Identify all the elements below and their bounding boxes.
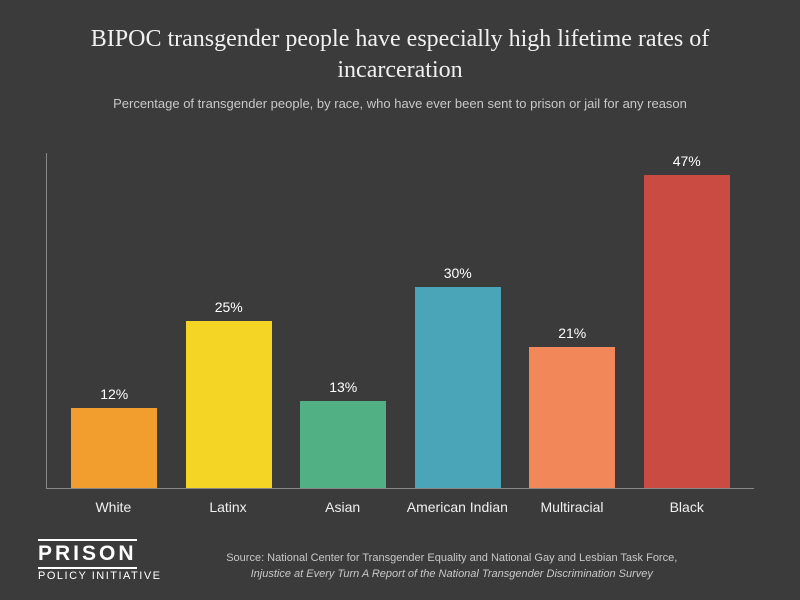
bar-value-label: 13% xyxy=(329,379,357,395)
bars-group: 12% 25% 13% 30% 21% 47% xyxy=(47,153,754,488)
bar-value-label: 47% xyxy=(673,153,701,169)
plot-region: 12% 25% 13% 30% 21% 47% xyxy=(46,153,754,489)
bar-rect xyxy=(529,347,615,488)
footer: PRISON POLICY INITIATIVE Source: Nationa… xyxy=(38,539,762,582)
bar-rect xyxy=(300,401,386,488)
bar-rect xyxy=(186,321,272,488)
bar-3: 30% xyxy=(401,153,516,488)
bar-5: 47% xyxy=(630,153,745,488)
logo-line2: POLICY INITIATIVE xyxy=(38,571,162,582)
bar-1: 25% xyxy=(172,153,287,488)
bar-2: 13% xyxy=(286,153,401,488)
x-label: Multiracial xyxy=(515,489,630,529)
bar-rect xyxy=(71,408,157,488)
bar-4: 21% xyxy=(515,153,630,488)
x-label: Latinx xyxy=(171,489,286,529)
bar-value-label: 25% xyxy=(215,299,243,315)
source-citation: Injustice at Every Turn A Report of the … xyxy=(251,568,653,580)
chart-subtitle: Percentage of transgender people, by rac… xyxy=(38,96,762,111)
chart-container: BIPOC transgender people have especially… xyxy=(0,0,800,600)
bar-rect xyxy=(415,287,501,488)
source-text: Source: National Center for Transgender … xyxy=(182,551,762,582)
bar-rect xyxy=(644,175,730,488)
chart-area: 12% 25% 13% 30% 21% 47% WhiteLatinxAsianAmeri… xyxy=(46,133,754,529)
source-prefix: Source: National Center for Transgender … xyxy=(226,552,677,564)
x-axis-labels: WhiteLatinxAsianAmerican IndianMultiraci… xyxy=(46,489,754,529)
bar-0: 12% xyxy=(57,153,172,488)
chart-title: BIPOC transgender people have especially… xyxy=(38,24,762,86)
logo: PRISON POLICY INITIATIVE xyxy=(38,539,162,582)
bar-value-label: 21% xyxy=(558,325,586,341)
x-label: American Indian xyxy=(400,489,515,529)
bar-value-label: 12% xyxy=(100,386,128,402)
x-label: Black xyxy=(629,489,744,529)
logo-line1: PRISON xyxy=(38,539,137,569)
x-label: Asian xyxy=(285,489,400,529)
x-label: White xyxy=(56,489,171,529)
bar-value-label: 30% xyxy=(444,265,472,281)
